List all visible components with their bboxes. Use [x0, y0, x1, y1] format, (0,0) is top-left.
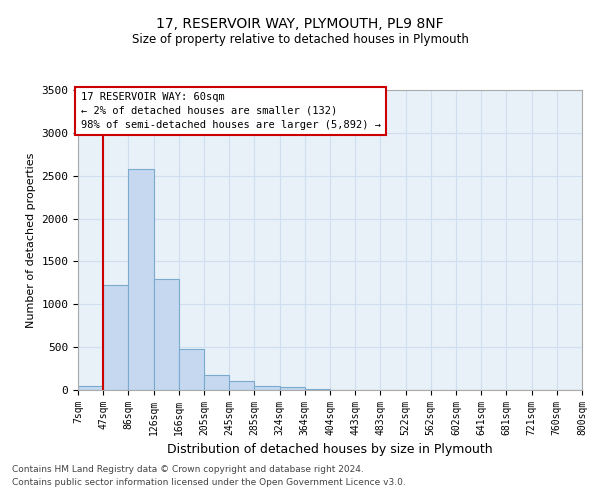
Bar [128, 169, 154, 390]
Text: 17 RESERVOIR WAY: 60sqm
← 2% of detached houses are smaller (132)
98% of semi-de: 17 RESERVOIR WAY: 60sqm ← 2% of detached… [80, 92, 380, 130]
Bar [179, 349, 204, 390]
Bar [78, 386, 103, 390]
Bar [305, 389, 330, 390]
X-axis label: Distribution of detached houses by size in Plymouth: Distribution of detached houses by size … [167, 444, 493, 456]
Text: 17, RESERVOIR WAY, PLYMOUTH, PL9 8NF: 17, RESERVOIR WAY, PLYMOUTH, PL9 8NF [156, 18, 444, 32]
Bar [154, 278, 179, 390]
Text: Contains public sector information licensed under the Open Government Licence v3: Contains public sector information licen… [12, 478, 406, 487]
Text: Contains HM Land Registry data © Crown copyright and database right 2024.: Contains HM Land Registry data © Crown c… [12, 466, 364, 474]
Text: Size of property relative to detached houses in Plymouth: Size of property relative to detached ho… [131, 32, 469, 46]
Bar [204, 375, 229, 390]
Bar [280, 388, 305, 390]
Bar [254, 386, 280, 390]
Bar [229, 382, 254, 390]
Y-axis label: Number of detached properties: Number of detached properties [26, 152, 36, 328]
Bar [103, 286, 128, 390]
